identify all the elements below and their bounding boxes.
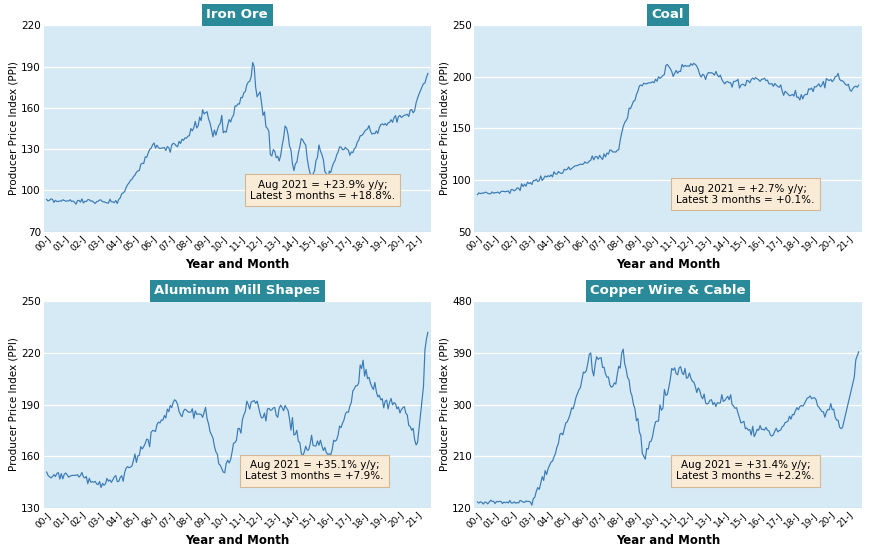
- Y-axis label: Producer Price Index (PPI): Producer Price Index (PPI): [439, 337, 448, 472]
- Title: Iron Ore: Iron Ore: [206, 8, 268, 21]
- Y-axis label: Producer Price Index (PPI): Producer Price Index (PPI): [439, 62, 448, 195]
- Y-axis label: Producer Price Index (PPI): Producer Price Index (PPI): [9, 337, 18, 472]
- Title: Coal: Coal: [651, 8, 684, 21]
- X-axis label: Year and Month: Year and Month: [185, 534, 289, 547]
- X-axis label: Year and Month: Year and Month: [615, 258, 720, 270]
- X-axis label: Year and Month: Year and Month: [615, 534, 720, 547]
- Text: Aug 2021 = +31.4% y/y;
Latest 3 months = +2.2%.: Aug 2021 = +31.4% y/y; Latest 3 months =…: [675, 460, 814, 481]
- X-axis label: Year and Month: Year and Month: [185, 258, 289, 270]
- Y-axis label: Producer Price Index (PPI): Producer Price Index (PPI): [9, 62, 18, 195]
- Title: Aluminum Mill Shapes: Aluminum Mill Shapes: [154, 285, 320, 297]
- Text: Aug 2021 = +23.9% y/y;
Latest 3 months = +18.8%.: Aug 2021 = +23.9% y/y; Latest 3 months =…: [249, 179, 395, 201]
- Text: Aug 2021 = +2.7% y/y;
Latest 3 months = +0.1%.: Aug 2021 = +2.7% y/y; Latest 3 months = …: [675, 184, 813, 205]
- Text: Aug 2021 = +35.1% y/y;
Latest 3 months = +7.9%.: Aug 2021 = +35.1% y/y; Latest 3 months =…: [245, 460, 383, 481]
- Title: Copper Wire & Cable: Copper Wire & Cable: [590, 285, 745, 297]
